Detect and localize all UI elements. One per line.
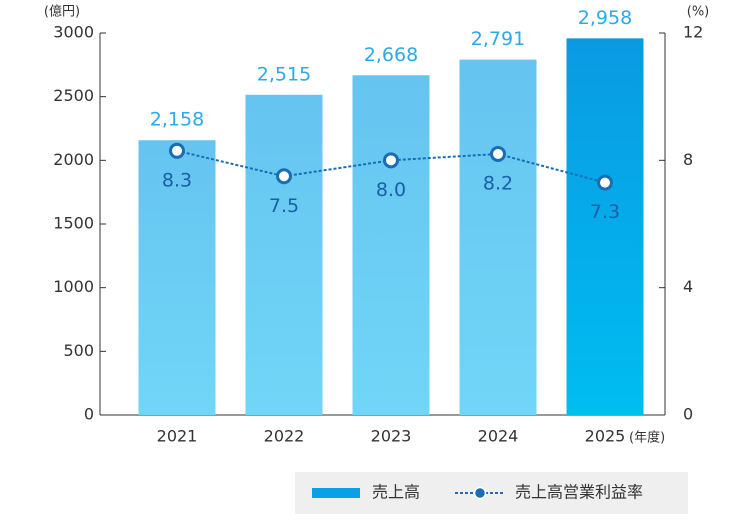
x-tick-label: 2021 <box>157 427 198 446</box>
line-marker <box>490 145 506 162</box>
line-marker <box>597 174 613 191</box>
bar <box>566 38 644 416</box>
bar-value-label: 2,158 <box>150 109 204 131</box>
line-value-label: 8.3 <box>162 169 192 191</box>
y-tick-label: 0 <box>84 405 94 424</box>
x-tick-label: 2022 <box>264 427 305 446</box>
bar-value-label: 2,515 <box>257 63 311 85</box>
y-tick-label: 1000 <box>53 277 94 296</box>
bar <box>459 59 537 415</box>
x-tick-label: 2023 <box>371 427 412 446</box>
line-value-label: 8.2 <box>483 172 513 194</box>
y-tick-label: 2500 <box>53 86 94 105</box>
legend-swatch <box>312 488 360 498</box>
y-tick-label: 3000 <box>53 23 94 42</box>
y-tick-label: 500 <box>63 341 94 360</box>
line-value-label: 7.3 <box>590 201 620 223</box>
y2-unit-label: (%) <box>687 5 710 20</box>
y2-tick-label: 0 <box>683 405 693 424</box>
bar <box>352 75 430 416</box>
line <box>176 149 606 184</box>
line-marker <box>276 168 292 185</box>
y-tick-label: 1500 <box>53 214 94 233</box>
y2-tick-label: 8 <box>683 150 693 169</box>
bar-value-label: 2,668 <box>364 44 418 66</box>
legend-marker <box>473 486 487 500</box>
bar-value-label: 2,791 <box>471 28 525 50</box>
legend-label: 売上高営業利益率 <box>515 483 643 502</box>
y2-tick-label: 4 <box>683 277 693 296</box>
y-unit-label: (億円) <box>44 4 80 20</box>
bar-value-label: 2,958 <box>578 7 632 29</box>
legend-label: 売上高 <box>372 483 420 502</box>
y2-tick-label: 12 <box>683 23 703 42</box>
x-tick-label: 2024 <box>478 427 519 446</box>
x-tick-label: 2025 <box>585 427 626 446</box>
line-marker <box>383 152 399 169</box>
line-value-label: 7.5 <box>269 195 299 217</box>
y-tick-label: 2000 <box>53 150 94 169</box>
bar <box>138 140 216 415</box>
x-unit-label: (年度) <box>629 430 665 446</box>
bar <box>245 94 323 416</box>
line-marker <box>169 142 185 159</box>
line-value-label: 8.0 <box>376 179 406 201</box>
